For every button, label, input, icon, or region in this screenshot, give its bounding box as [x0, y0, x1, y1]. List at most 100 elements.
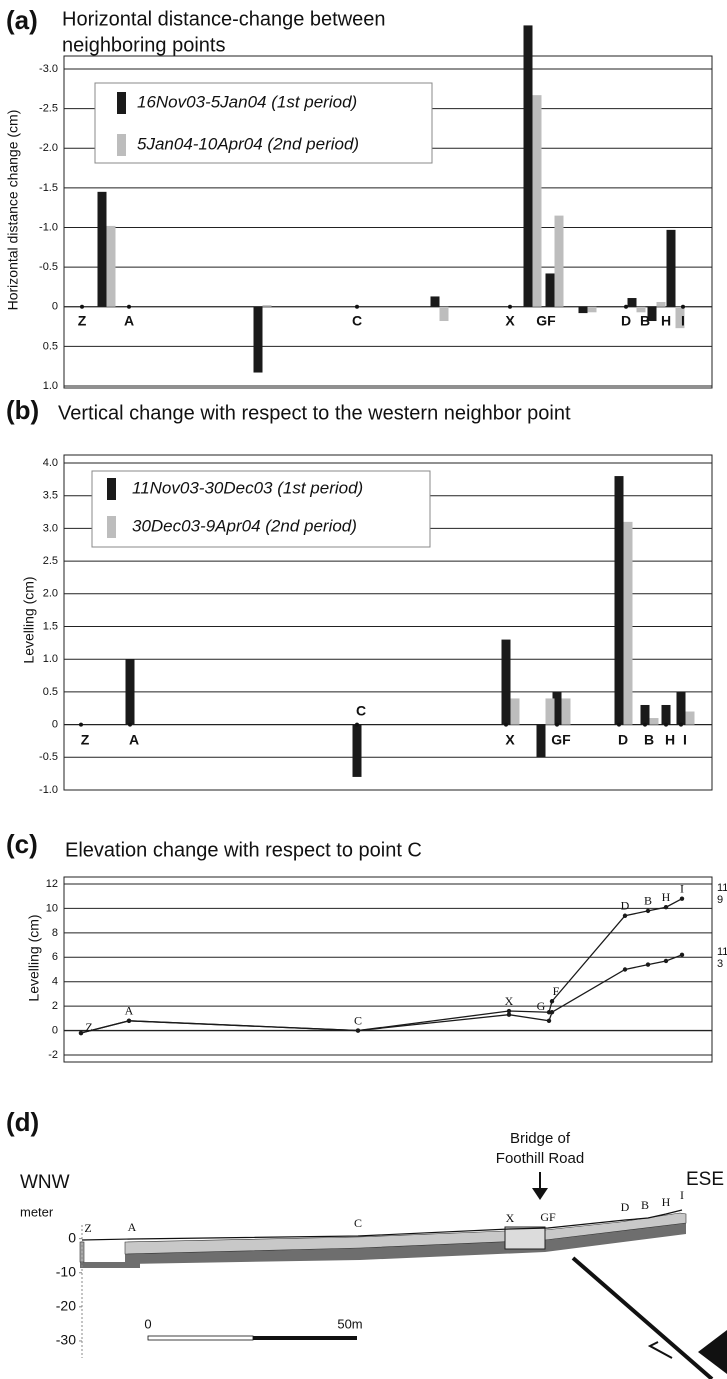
legend-swatch [117, 92, 126, 114]
legend-label: 16Nov03-5Jan04 (1st period) [137, 92, 357, 111]
series-label: 3 [717, 958, 723, 970]
point-label: C [352, 313, 362, 329]
bar [656, 301, 666, 307]
bar [545, 698, 555, 725]
direction-label: WNW [20, 1172, 70, 1193]
bar [685, 711, 695, 725]
x-tick-label: X [505, 732, 515, 748]
legend-label: 11Nov03-30Dec03 (1st period) [132, 478, 363, 497]
bar [536, 724, 546, 758]
point-dot [679, 722, 683, 727]
y-axis-label: Levelling (cm) [21, 576, 37, 663]
point-dot [128, 722, 132, 727]
y-tick-label: 0 [68, 1229, 76, 1245]
bar [552, 691, 562, 725]
point-label: A [124, 313, 134, 329]
legend-swatch [107, 516, 116, 538]
lower-layer [125, 1223, 686, 1264]
chart-title: Vertical change with respect to the west… [58, 402, 571, 424]
y-tick-label: -0.5 [39, 751, 58, 763]
y-tick-label: 3.5 [43, 490, 58, 502]
legend-label: 5Jan04-10Apr04 (2nd period) [137, 134, 359, 153]
y-tick-label: 3.0 [43, 522, 58, 534]
y-tick-label: 2.0 [43, 588, 58, 600]
y-tick-label: 2 [52, 1000, 58, 1012]
bar [501, 639, 511, 725]
point-dot [127, 304, 131, 309]
bar [523, 25, 533, 307]
scale-bar-left [147, 1335, 254, 1341]
point-label: Z [78, 313, 87, 329]
surface-line [81, 1209, 683, 1241]
slip-arrow [647, 1341, 673, 1359]
axis-label: meter [20, 1204, 54, 1219]
series-line [80, 898, 683, 1034]
big-arrow [698, 1330, 727, 1374]
fault [571, 1256, 714, 1379]
bar [106, 225, 116, 307]
y-tick-label: 4 [52, 976, 58, 988]
point [549, 999, 555, 1004]
x-tick-label: GF [551, 732, 571, 748]
series-label: 9 [717, 894, 723, 906]
bar [636, 306, 646, 313]
y-tick-label: 1.0 [43, 380, 58, 392]
y-tick-label: 0.5 [43, 686, 58, 698]
scale-label: 0 [144, 1316, 151, 1331]
point [622, 913, 628, 918]
bar [640, 704, 650, 725]
point [645, 962, 651, 967]
direction-label: ESE [686, 1169, 724, 1190]
bar [614, 476, 624, 725]
bar [430, 296, 440, 307]
y-tick-label: -30 [56, 1332, 76, 1348]
point-label: B [640, 313, 650, 329]
bar [675, 306, 685, 329]
basement-block [80, 1262, 140, 1268]
point-label: F [553, 984, 560, 998]
legend-label: 30Dec03-9Apr04 (2nd period) [132, 516, 357, 535]
point-dot [79, 722, 83, 727]
x-tick-label: A [129, 732, 139, 748]
bar [623, 521, 633, 725]
y-tick-label: 1.5 [43, 620, 58, 632]
point-label: Z [85, 1020, 92, 1034]
scale-label: 50m [337, 1316, 362, 1331]
series-line [80, 954, 683, 1034]
bar [666, 229, 676, 307]
panel-label: (d) [6, 1107, 39, 1137]
y-tick-label: 1.0 [43, 653, 58, 665]
point [645, 908, 651, 914]
y-tick-label: -1.0 [39, 221, 58, 233]
y-tick-label: 0 [52, 719, 58, 731]
y-tick-label: 10 [46, 902, 58, 914]
bar [676, 691, 686, 725]
chart-title: Elevation change with respect to point C [65, 839, 422, 861]
chart-title: Horizontal distance-change between [62, 8, 386, 30]
annotation: Bridge of [510, 1130, 571, 1147]
point-label: X [505, 994, 514, 1008]
point-dot [643, 722, 647, 727]
point [355, 1028, 361, 1033]
point-label: D [621, 1200, 630, 1214]
bar [661, 704, 671, 725]
point-label: I [680, 881, 684, 895]
bar [578, 306, 588, 314]
point-label: Z [84, 1221, 91, 1235]
y-tick-label: 12 [46, 878, 58, 890]
y-tick-label: -2.5 [39, 103, 58, 115]
series-label: 11 [717, 882, 727, 894]
point-dot [555, 722, 559, 727]
x-tick-label: I [683, 732, 687, 748]
bridge [504, 1226, 546, 1250]
cross-section [79, 1172, 727, 1379]
point-label: GF [540, 1210, 556, 1224]
point [549, 1010, 555, 1015]
bar [352, 724, 362, 777]
legend-swatch [117, 134, 126, 156]
x-tick-label: B [644, 732, 654, 748]
panel-label: (b) [6, 395, 39, 425]
y-tick-label: -10 [56, 1263, 76, 1279]
point-dot [355, 304, 359, 309]
bar [554, 215, 564, 307]
